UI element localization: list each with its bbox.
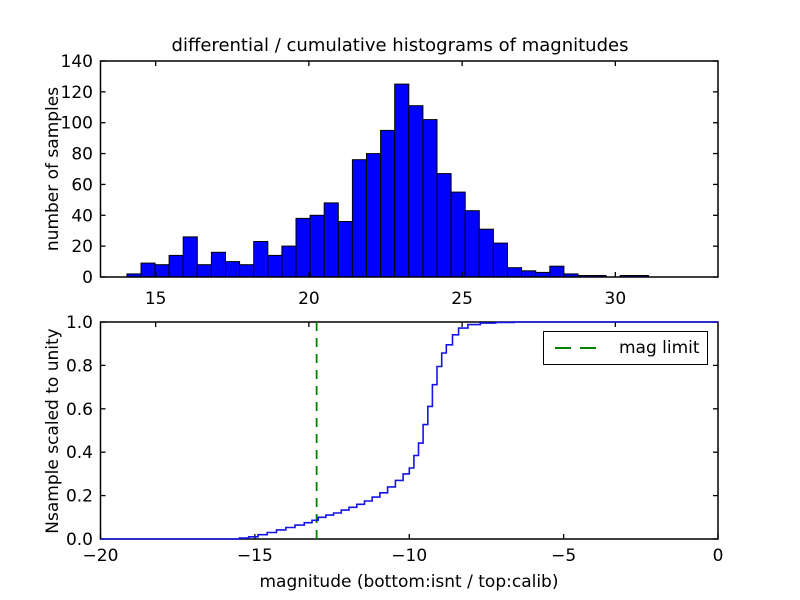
histogram-bar — [408, 105, 424, 278]
histogram-bar — [521, 270, 537, 278]
histogram-bar — [337, 221, 353, 278]
histogram-bar — [366, 153, 382, 278]
histogram-bar — [464, 210, 480, 278]
top-ytick-label: 80 — [71, 145, 93, 165]
histogram-bar — [281, 245, 297, 278]
histogram-bar — [394, 83, 410, 278]
bottom-ytick-label: 0.6 — [66, 400, 93, 420]
figure-title: differential / cumulative histograms of … — [171, 35, 629, 56]
bottom-ytick-label: 0.0 — [66, 530, 93, 550]
bottom-ylabel: Nsample scaled to unity — [43, 328, 63, 534]
top-xtick-label: 25 — [451, 289, 473, 309]
top-axes-frame — [99, 60, 719, 278]
top-ytick-label: 120 — [61, 83, 93, 103]
bottom-ytick-label: 0.2 — [66, 487, 93, 507]
histogram-bar — [210, 251, 226, 278]
legend-swatch — [555, 347, 605, 349]
histogram-bar — [380, 129, 396, 278]
histogram-bar — [154, 264, 170, 278]
bottom-xtick-label: −15 — [237, 546, 273, 566]
histogram-bar — [253, 241, 269, 278]
histogram-bar — [309, 214, 325, 278]
histogram-bar — [140, 262, 156, 278]
top-xtick-label: 30 — [605, 289, 627, 309]
histogram-bar — [323, 202, 339, 278]
top-ytick-label: 100 — [61, 114, 93, 134]
bottom-xtick-label: −20 — [83, 546, 119, 566]
histogram-bar — [196, 264, 212, 278]
histogram-bar — [295, 217, 311, 278]
top-ytick-label: 20 — [71, 237, 93, 257]
histogram-bar — [225, 261, 241, 278]
top-ytick-label: 140 — [61, 52, 93, 72]
histogram-bar — [422, 119, 438, 278]
legend: mag limit — [543, 331, 708, 365]
histogram-bar — [450, 191, 466, 278]
histogram-bar — [478, 228, 494, 278]
bottom-ytick-label: 0.4 — [66, 443, 93, 463]
bottom-ytick-label: 1.0 — [66, 313, 93, 333]
top-xtick-label: 20 — [298, 289, 320, 309]
histogram-bar — [168, 254, 184, 278]
top-ylabel: number of samples — [43, 86, 63, 252]
histogram-bar — [351, 159, 367, 278]
top-xtick-label: 15 — [145, 289, 167, 309]
histogram-bar — [549, 265, 565, 278]
cumulative-step-line — [100, 321, 718, 540]
legend-label: mag limit — [619, 338, 700, 358]
histogram-bar — [436, 173, 452, 278]
histogram-bar — [492, 242, 508, 278]
histogram-bar — [239, 264, 255, 278]
bottom-xtick-label: 0 — [713, 546, 724, 566]
histogram-bar — [267, 254, 283, 278]
bottom-xtick-label: −5 — [551, 546, 576, 566]
top-ytick-label: 60 — [71, 175, 93, 195]
top-ytick-label: 40 — [71, 206, 93, 226]
histogram-bar — [507, 267, 523, 278]
bottom-ytick-label: 0.8 — [66, 356, 93, 376]
top-ytick-label: 0 — [82, 268, 93, 288]
histogram-bar — [182, 236, 198, 278]
xlabel: magnitude (bottom:isnt / top:calib) — [259, 572, 559, 592]
bottom-xtick-label: −10 — [391, 546, 427, 566]
